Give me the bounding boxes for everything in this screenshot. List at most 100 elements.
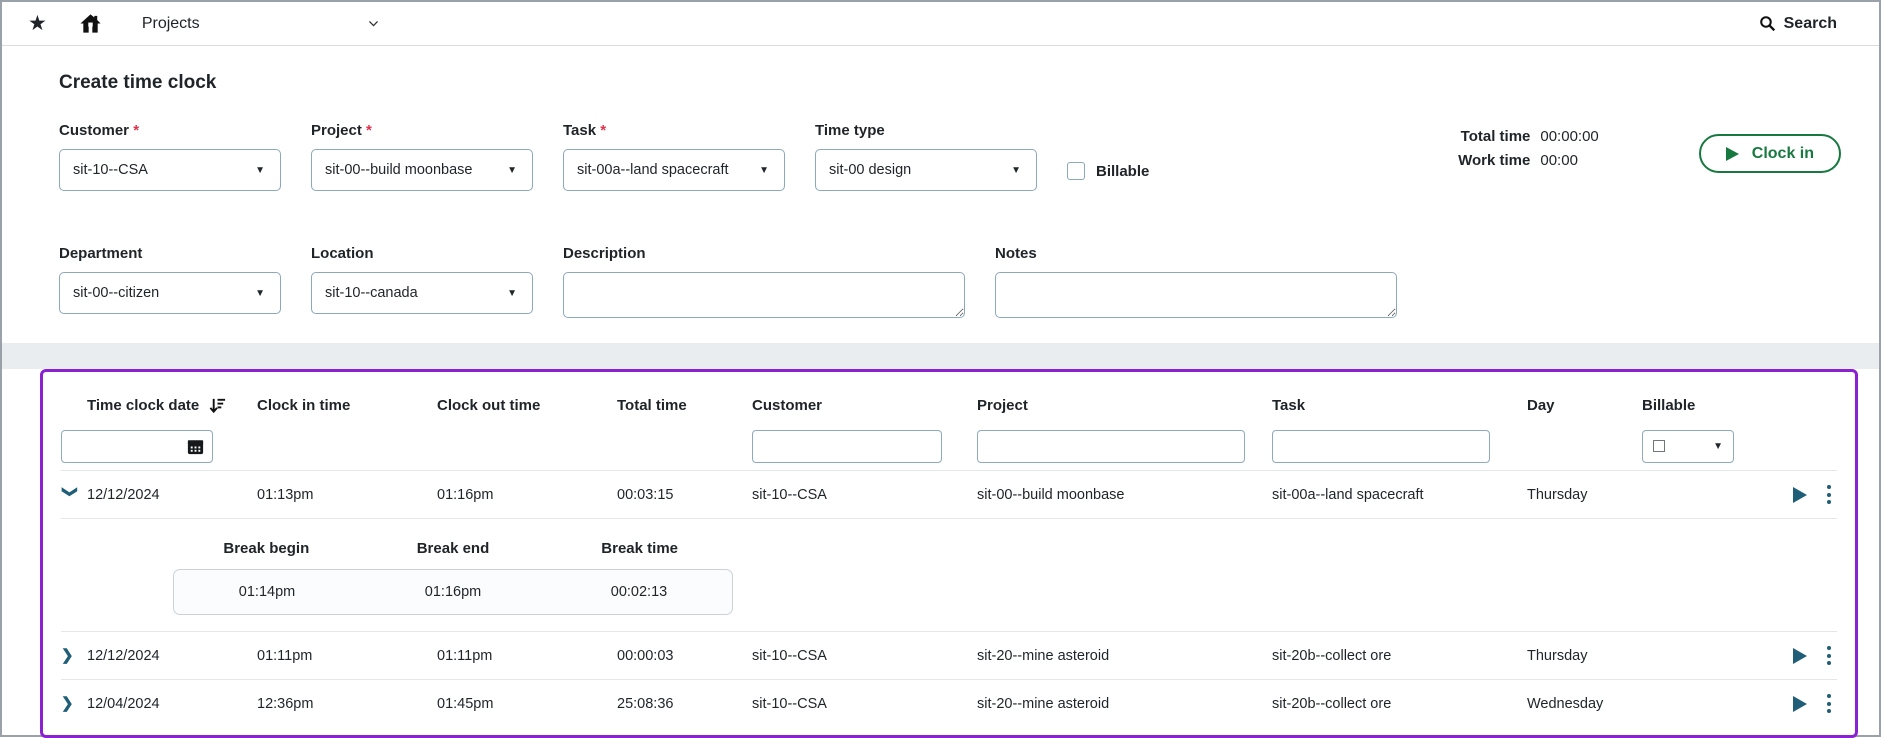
checkbox-icon	[1653, 440, 1665, 452]
search-button[interactable]: Search	[1759, 15, 1837, 33]
department-field: Department sit-00--citizen ▼	[59, 245, 281, 314]
table-header-row: Time clock date Clock in time Clock out …	[61, 388, 1837, 422]
customer-field: Customer * sit-10--CSA ▼	[59, 122, 281, 191]
nav-menu-projects[interactable]: Projects	[142, 15, 380, 33]
form-row-1: Customer * sit-10--CSA ▼ Project * sit-0…	[59, 122, 1841, 191]
notes-field: Notes	[995, 245, 1397, 323]
expand-row-chevron-icon[interactable]: ❯	[61, 647, 74, 664]
col-project: Project	[977, 396, 1028, 414]
table-row: ❯ 12/12/2024 01:13pm 01:16pm 00:03:15 si…	[61, 470, 1837, 518]
play-icon[interactable]	[1793, 486, 1807, 503]
kebab-menu-icon[interactable]	[1825, 692, 1833, 715]
table-row: ❯ 12/12/2024 01:11pm 01:11pm 00:00:03 si…	[61, 631, 1837, 679]
break-table: Break begin Break end Break time 01:14pm…	[173, 527, 733, 615]
sort-descending-icon[interactable]	[208, 396, 227, 415]
department-value: sit-00--citizen	[73, 285, 160, 301]
project-filter-input[interactable]	[977, 429, 1245, 463]
col-clock-in-time: Clock in time	[257, 396, 351, 414]
location-select[interactable]: sit-10--canada ▼	[311, 272, 533, 314]
location-value: sit-10--canada	[325, 285, 418, 301]
cell-project: sit-20--mine asteroid	[977, 695, 1110, 712]
home-icon[interactable]	[79, 12, 102, 35]
cell-clock-in: 01:11pm	[257, 647, 313, 664]
form-row-2: Department sit-00--citizen ▼ Location si…	[59, 245, 1841, 323]
customer-select[interactable]: sit-10--CSA ▼	[59, 149, 281, 191]
billable-field: Billable	[1067, 162, 1149, 180]
kebab-menu-icon[interactable]	[1825, 644, 1833, 667]
dropdown-arrow-icon: ▼	[759, 164, 769, 176]
clock-in-label: Clock in	[1751, 144, 1814, 162]
description-textarea[interactable]	[563, 272, 965, 318]
task-filter-input[interactable]	[1272, 429, 1490, 463]
time-type-label: Time type	[815, 122, 885, 139]
time-type-select[interactable]: sit-00 design ▼	[815, 149, 1037, 191]
play-icon[interactable]	[1793, 695, 1807, 712]
favorite-star-icon[interactable]: ★	[28, 12, 47, 35]
table-row: ❯ 12/04/2024 12:36pm 01:45pm 25:08:36 si…	[61, 679, 1837, 727]
cell-day: Wednesday	[1527, 695, 1604, 712]
cell-clock-out: 01:16pm	[437, 486, 494, 503]
department-label: Department	[59, 245, 143, 262]
collapse-row-chevron-icon[interactable]: ❯	[61, 485, 79, 499]
location-field: Location sit-10--canada ▼	[311, 245, 533, 314]
billable-label: Billable	[1096, 162, 1150, 180]
cell-day: Thursday	[1527, 647, 1588, 664]
time-totals: Total time 00:00:00 Work time 00:00	[1458, 128, 1599, 169]
cell-total: 00:03:15	[617, 486, 674, 503]
work-time-label: Work time	[1458, 152, 1531, 169]
required-marker: *	[600, 122, 607, 139]
date-filter-input[interactable]	[61, 429, 213, 463]
cell-total: 25:08:36	[617, 695, 674, 712]
search-icon	[1759, 16, 1775, 32]
time-clock-table: Time clock date Clock in time Clock out …	[40, 369, 1858, 738]
customer-value: sit-10--CSA	[73, 162, 148, 178]
cell-clock-out: 01:45pm	[437, 695, 494, 712]
description-field: Description	[563, 245, 965, 323]
total-time-value: 00:00:00	[1540, 128, 1599, 145]
task-label: Task	[563, 122, 597, 139]
billable-checkbox[interactable]	[1067, 162, 1085, 180]
time-type-field: Time type sit-00 design ▼	[815, 122, 1037, 191]
task-value: sit-00a--land spacecraft	[577, 162, 729, 178]
billable-filter-select[interactable]: ▼	[1642, 429, 1734, 463]
cell-total: 00:00:03	[617, 647, 674, 664]
project-select[interactable]: sit-00--build moonbase ▼	[311, 149, 533, 191]
task-select[interactable]: sit-00a--land spacecraft ▼	[563, 149, 785, 191]
dropdown-arrow-icon: ▼	[1713, 440, 1723, 452]
notes-label: Notes	[995, 245, 1037, 262]
cell-task: sit-20b--collect ore	[1272, 647, 1392, 664]
break-begin-value: 01:14pm	[238, 584, 296, 600]
cell-clock-in: 12:36pm	[257, 695, 314, 712]
notes-textarea[interactable]	[995, 272, 1397, 318]
project-field: Project * sit-00--build moonbase ▼	[311, 122, 533, 191]
customer-filter-input[interactable]	[752, 429, 942, 463]
col-task: Task	[1272, 396, 1306, 414]
break-time-value: 00:02:13	[610, 584, 668, 600]
search-label: Search	[1783, 14, 1837, 32]
work-time-value: 00:00	[1540, 152, 1578, 169]
cell-date: 12/12/2024	[87, 647, 160, 664]
cell-project: sit-00--build moonbase	[977, 486, 1125, 503]
col-billable: Billable	[1642, 396, 1696, 414]
top-nav: ★ Projects Search	[2, 2, 1879, 46]
dropdown-arrow-icon: ▼	[1011, 164, 1021, 176]
col-break-begin: Break begin	[223, 539, 310, 557]
dropdown-arrow-icon: ▼	[255, 287, 265, 299]
break-details-panel: Break begin Break end Break time 01:14pm…	[61, 518, 1837, 631]
calendar-icon[interactable]	[186, 437, 205, 456]
cell-clock-out: 01:11pm	[437, 647, 493, 664]
cell-task: sit-00a--land spacecraft	[1272, 486, 1424, 503]
department-select[interactable]: sit-00--citizen ▼	[59, 272, 281, 314]
clock-in-button[interactable]: Clock in	[1698, 134, 1841, 173]
table-filter-row: ▼	[61, 422, 1837, 470]
play-icon	[1725, 146, 1739, 161]
chevron-down-icon	[368, 21, 378, 27]
kebab-menu-icon[interactable]	[1825, 483, 1833, 506]
project-label: Project	[311, 122, 362, 139]
expand-row-chevron-icon[interactable]: ❯	[61, 695, 74, 712]
col-clock-out-time: Clock out time	[437, 396, 541, 414]
form-title: Create time clock	[59, 72, 217, 93]
description-label: Description	[563, 245, 646, 262]
required-marker: *	[133, 122, 140, 139]
play-icon[interactable]	[1793, 647, 1807, 664]
